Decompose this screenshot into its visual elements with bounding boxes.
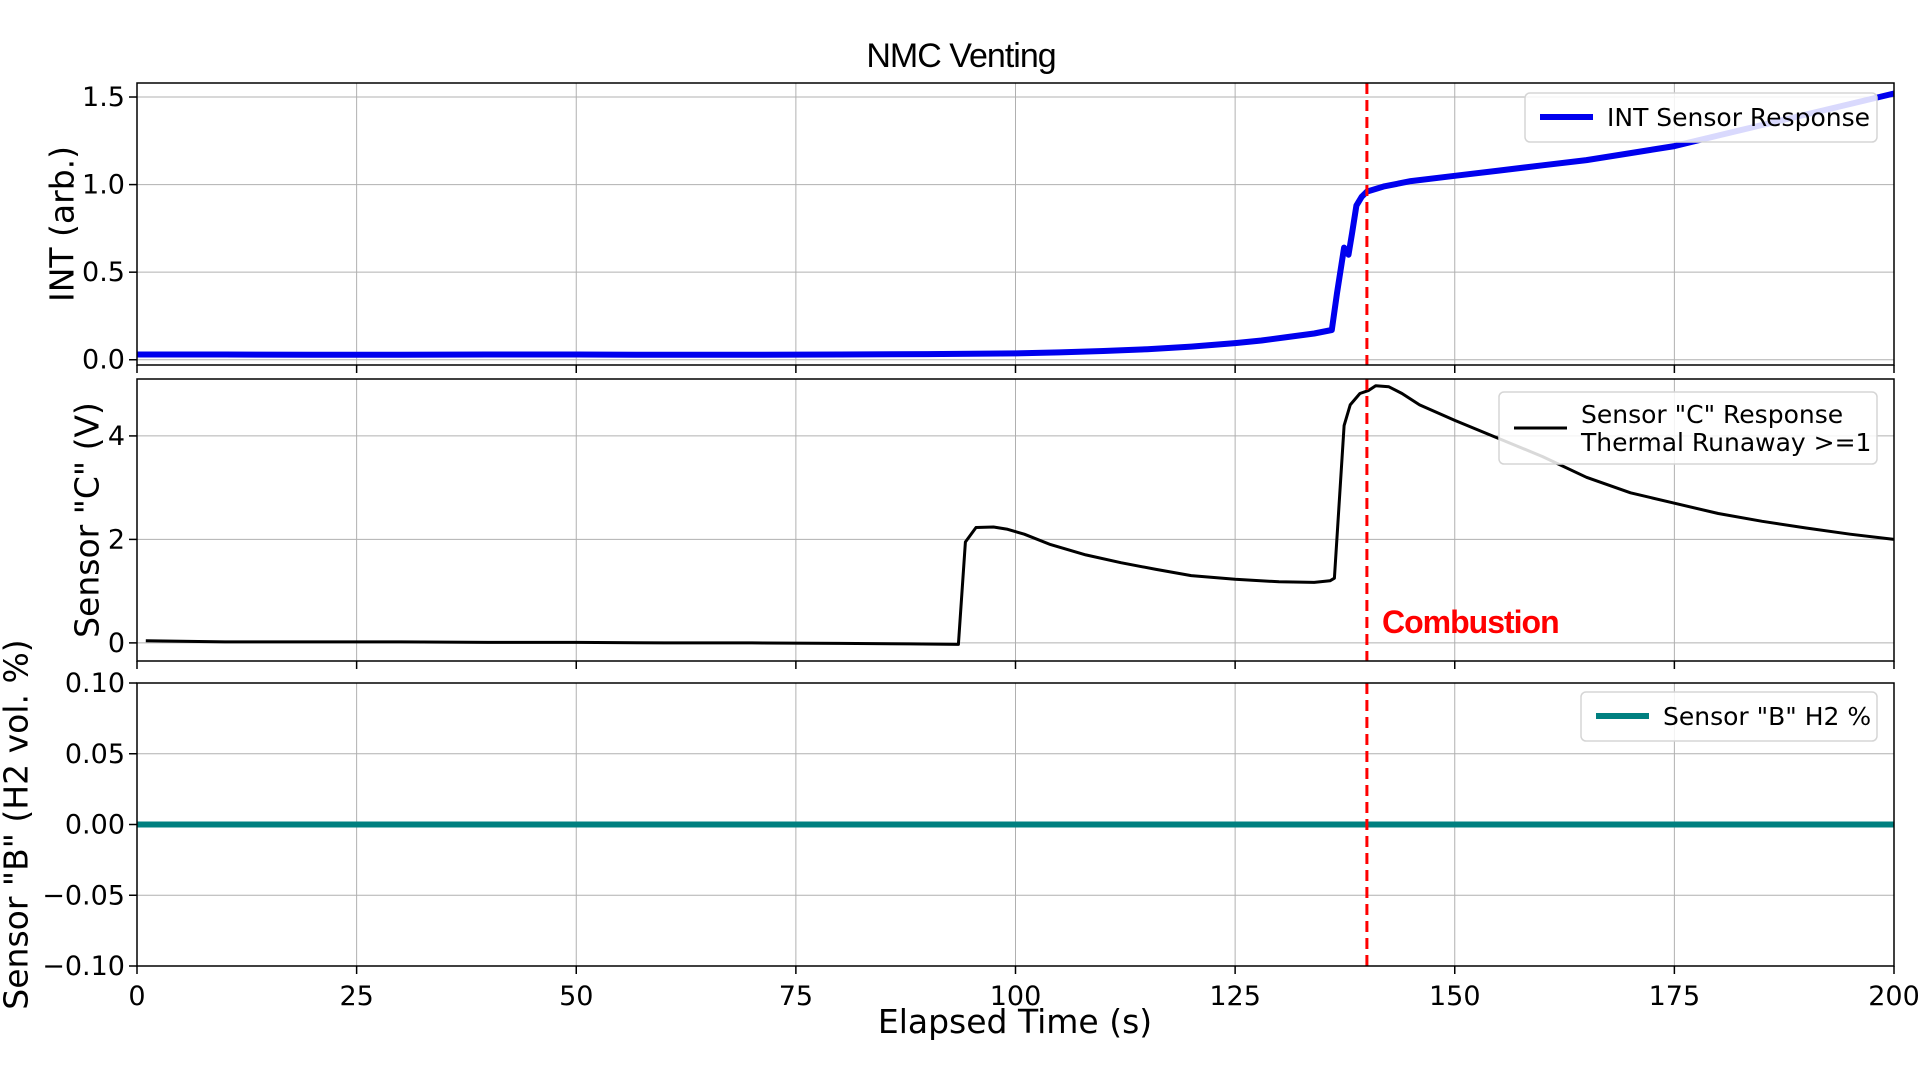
series-line <box>145 384 1895 646</box>
legend-box <box>1498 391 1878 465</box>
y-tick-label: 0.10 <box>65 668 125 699</box>
y-tick-label: 4 <box>108 421 125 452</box>
legend-label: Sensor "B" H2 % <box>1663 702 1871 731</box>
y-tick-label: 0.05 <box>65 739 125 770</box>
chart-title: NMC Venting <box>866 37 1055 75</box>
x-tick-label: 25 <box>339 981 373 1012</box>
y-axis-label: Sensor "C" (V) <box>68 402 107 638</box>
x-tick-label: 0 <box>128 981 145 1012</box>
x-tick-label: 75 <box>779 981 813 1012</box>
y-tick-label: 0.5 <box>82 257 125 288</box>
y-tick-label: 0 <box>108 628 125 659</box>
y-tick-label: −0.05 <box>42 880 125 911</box>
panel-1: 0.0 0.5 1.0 1.5 INT (arb.) INT Sensor Respons… <box>43 82 1895 376</box>
legend-label: INT Sensor Response <box>1607 103 1870 132</box>
legend-label: Thermal Runaway >=1 <box>1580 428 1871 457</box>
y-tick-label: 1.0 <box>82 170 125 201</box>
y-tick-label: 2 <box>108 524 125 555</box>
legend-box <box>1580 691 1878 742</box>
panels-layer: 0.0 0.5 1.0 1.5 INT (arb.) INT Sensor Respons… <box>0 82 1920 1012</box>
x-axis-label: Elapsed Time (s) <box>878 1002 1152 1041</box>
x-tick-label: 175 <box>1649 981 1701 1012</box>
y-tick-label: 0.00 <box>65 810 125 841</box>
legend-label: Sensor "C" Response <box>1581 400 1843 429</box>
series-line <box>137 90 1895 358</box>
x-tick-label: 50 <box>559 981 593 1012</box>
y-tick-label: 0.0 <box>82 345 125 376</box>
x-tick-label: 125 <box>1209 981 1261 1012</box>
x-tick-label: 100 <box>990 981 1042 1012</box>
y-tick-label: 1.5 <box>82 82 125 113</box>
legend: Sensor "B" H2 % <box>1580 691 1878 742</box>
legend-box <box>1524 92 1878 143</box>
legend: INT Sensor Response <box>1524 92 1878 143</box>
combustion-annotation: Combustion <box>1382 604 1559 640</box>
x-tick-label: 150 <box>1429 981 1481 1012</box>
y-axis-label: Sensor "B" (H2 vol. %) <box>0 639 36 1009</box>
x-tick-label: 200 <box>1868 981 1920 1012</box>
panel-3: −0.10 −0.05 0.00 0.05 0.10 0 25 50 75 100 125 150 17… <box>0 639 1920 1012</box>
y-axis-label: INT (arb.) <box>43 146 82 302</box>
y-tick-label: −0.10 <box>42 951 125 982</box>
